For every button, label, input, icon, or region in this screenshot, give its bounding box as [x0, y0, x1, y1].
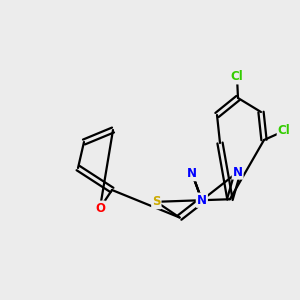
Text: S: S — [152, 195, 160, 208]
Text: O: O — [95, 202, 105, 214]
Text: Cl: Cl — [278, 124, 290, 137]
Text: N: N — [187, 167, 197, 180]
Text: Cl: Cl — [231, 70, 243, 83]
Text: N: N — [197, 194, 207, 207]
Text: N: N — [233, 166, 243, 179]
Text: N: N — [197, 194, 207, 207]
